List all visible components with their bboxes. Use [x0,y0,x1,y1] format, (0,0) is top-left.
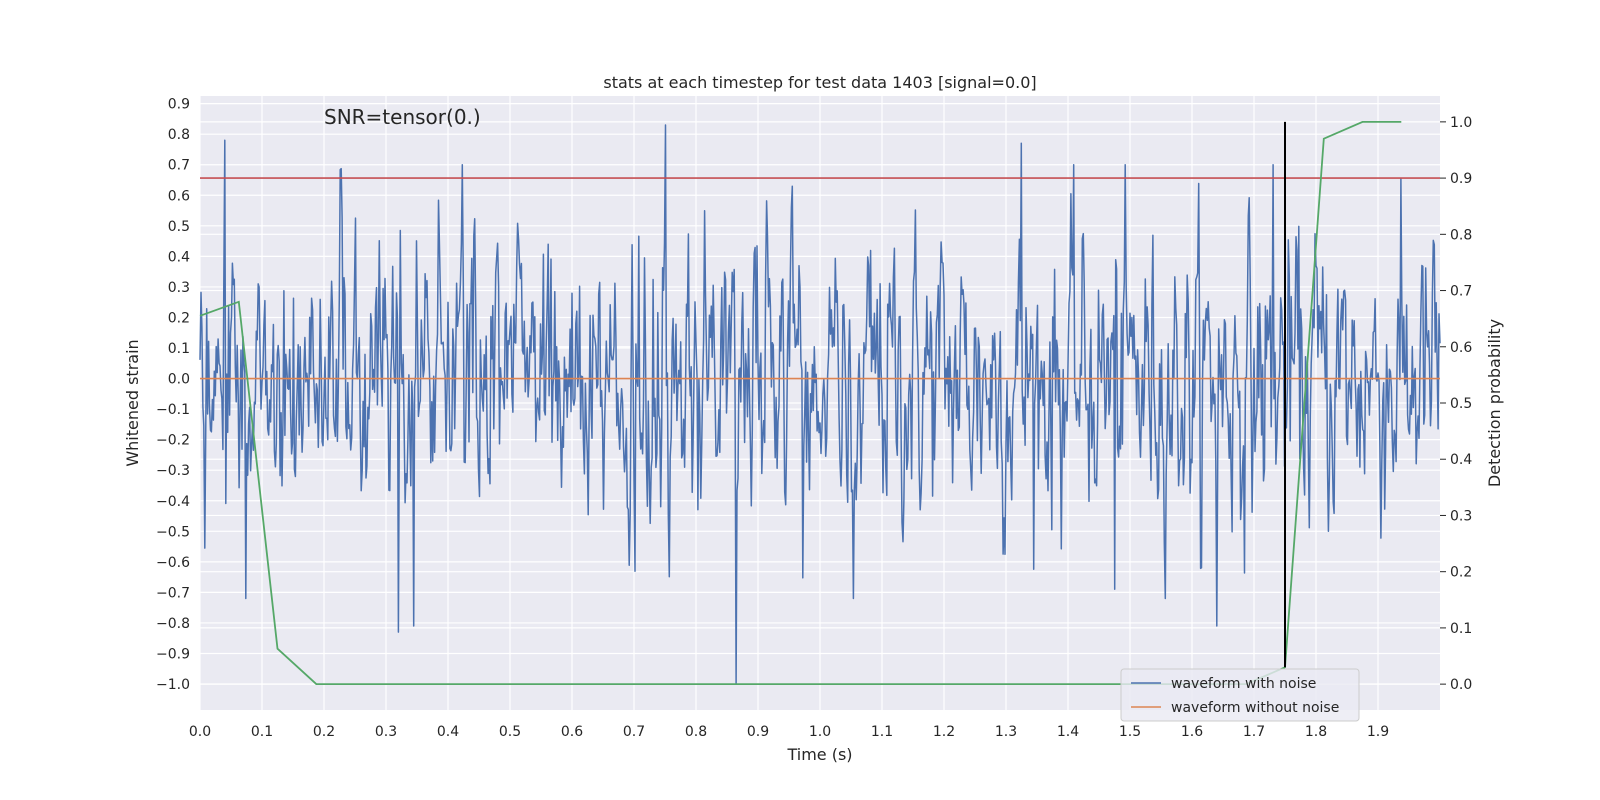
legend-box [1120,668,1360,722]
x-tick-label: 0.4 [437,724,459,740]
y-tick-label: 0.3 [168,280,190,296]
y-axis-ticks: −1.0 −0.9 −0.8 −0.7 −0.6 −0.5 −0.4 −0.3 −0.2 −0.1… [156,97,190,693]
y2-tick-label: 0.2 [1450,565,1472,581]
y-tick-label: −0.9 [156,646,190,662]
y2-tick-label: 0.7 [1450,284,1472,300]
y-tick-label: 0.2 [168,310,190,326]
x-tick-label: 0.3 [375,724,397,740]
y2-tick-label: 0.9 [1450,171,1472,187]
x-tick-label: 0.9 [747,724,769,740]
chart-title: stats at each timestep for test data 140… [603,73,1036,92]
y2-tick-label: 0.1 [1450,621,1472,637]
y-tick-label: −0.1 [156,402,190,418]
y2-tick-label: 0.8 [1450,227,1472,243]
y-tick-label: 0.8 [168,127,190,143]
x-tick-label: 0.5 [499,724,521,740]
y-tick-label: 0.0 [168,372,190,388]
snr-annotation: SNR=tensor(0.) [324,105,481,129]
y-axis-title: Whitened strain [123,339,142,466]
legend-label-noise: waveform with noise [1171,676,1316,692]
y2-tick-label: 0.3 [1450,508,1472,524]
series-detection-probability [199,121,1402,685]
x-tick-label: 1.6 [1181,724,1203,740]
x-tick-label: 0.0 [189,724,211,740]
y-tick-label: 0.7 [168,158,190,174]
x-tick-label: 0.8 [685,724,707,740]
x-tick-label: 0.7 [623,724,645,740]
x-tick-label: 1.8 [1305,724,1327,740]
y2-tick-label: 1.0 [1450,115,1472,131]
x-tick-label: 0.1 [251,724,273,740]
y-tick-label: −0.6 [156,555,190,571]
y-tick-label: 0.5 [168,219,190,235]
y-tick-label: −0.7 [156,585,190,601]
x-tick-label: 1.5 [1119,724,1141,740]
x-tick-label: 1.0 [809,724,831,740]
x-tick-label: 1.4 [1057,724,1079,740]
y-tick-label: −0.3 [156,463,190,479]
y2-tick-label: 0.4 [1450,452,1472,468]
x-tick-label: 1.9 [1367,724,1389,740]
y2-tick-label: 0.5 [1450,396,1472,412]
x-tick-label: 1.3 [995,724,1017,740]
x-tick-label: 1.7 [1243,724,1265,740]
y-tick-label: −1.0 [156,677,190,693]
x-tick-label: 0.6 [561,724,583,740]
x-axis-title: Time (s) [786,745,852,764]
series-waveform-with-noise [199,124,1441,685]
reference-lines [199,121,1440,685]
y-tick-label: 0.6 [168,188,190,204]
x-tick-label: 0.2 [313,724,335,740]
y2-tick-label: 0.0 [1450,677,1472,693]
x-tick-label: 1.1 [871,724,893,740]
y-tick-label: 0.1 [168,341,190,357]
waveform-with-noise-line [199,124,1441,685]
y-tick-label: 0.4 [168,249,190,265]
x-axis-ticks: 0.0 0.1 0.2 0.3 0.4 0.5 0.6 0.7 0.8 0.9 1.0 1.1 1.2 1… [189,724,1389,740]
y-tick-label: −0.5 [156,524,190,540]
legend: waveform with noise waveform without noi… [1120,668,1360,722]
y-tick-label: −0.2 [156,433,190,449]
y-tick-label: 0.9 [168,97,190,113]
legend-label-clean: waveform without noise [1171,700,1339,716]
y-tick-label: −0.8 [156,616,190,632]
y2-axis-title: Detection probability [1485,319,1504,487]
y2-axis-ticks: 0.0 0.1 0.2 0.3 0.4 0.5 0.6 0.7 0.8 0.9 1.0 [1440,115,1472,693]
x-tick-label: 1.2 [933,724,955,740]
y-tick-label: −0.4 [156,494,190,510]
y2-tick-label: 0.6 [1450,340,1472,356]
